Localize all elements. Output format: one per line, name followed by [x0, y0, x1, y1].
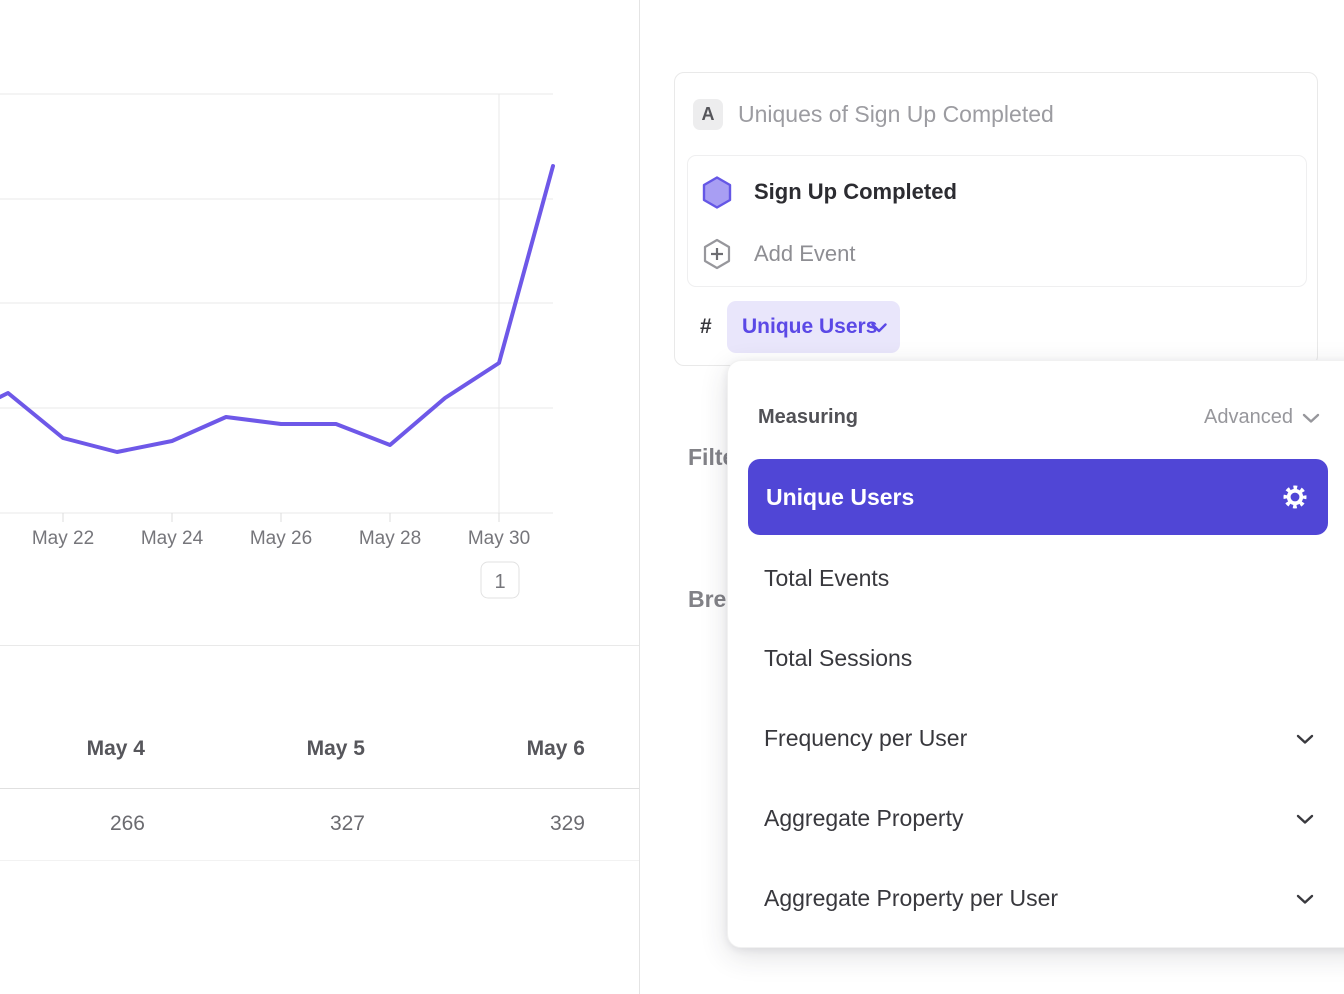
menu-item-label[interactable]: Total Sessions — [764, 645, 913, 671]
table-value-may4: 266 — [109, 812, 145, 835]
pagination-badge-label[interactable]: 1 — [494, 571, 505, 593]
menu-item-aggregate-property[interactable]: Aggregate Property — [728, 778, 1344, 858]
add-event-row[interactable]: Add Event — [688, 228, 1306, 280]
table-value-may6: 329 — [549, 812, 585, 835]
menu-item-label[interactable]: Total Events — [764, 565, 890, 591]
chart-series-line — [0, 164, 555, 454]
x-tick-label: May 24 — [141, 528, 204, 549]
menu-item-frequency-per-user[interactable]: Frequency per User — [728, 698, 1344, 778]
table-row-divider — [0, 860, 639, 861]
measuring-dropdown-menu: Measuring Advanced Unique Users Total Ev… — [727, 360, 1344, 948]
x-tick-label: May 30 — [468, 528, 530, 549]
event-hexagon-icon — [702, 176, 732, 209]
chevron-down-icon[interactable] — [1296, 894, 1314, 905]
menu-item-label[interactable]: Unique Users — [766, 484, 915, 510]
table-header-may5: May 5 — [306, 737, 365, 760]
metric-dropdown-button[interactable]: Unique Users — [727, 301, 900, 353]
query-builder-card: A Uniques of Sign Up Completed Sign Up C… — [674, 72, 1318, 366]
menu-item-unique-users-selected[interactable]: Unique Users — [748, 459, 1328, 535]
menu-item-total-events[interactable]: Total Events — [728, 538, 1344, 618]
event-card: Sign Up Completed Add Event — [687, 155, 1307, 287]
chevron-down-icon[interactable] — [1296, 814, 1314, 825]
line-chart: May 22 May 24 May 26 May 28 May 30 1 — [0, 93, 555, 599]
x-tick-label: May 22 — [32, 528, 94, 549]
table-header-divider — [0, 788, 639, 789]
chart-gridlines — [0, 93, 553, 522]
table-header-row: May 4 May 5 May 6 — [0, 735, 639, 763]
menu-item-label[interactable]: Frequency per User — [764, 725, 968, 751]
pagination-badge[interactable]: 1 — [480, 561, 520, 599]
chevron-down-icon[interactable] — [1296, 734, 1314, 745]
measuring-header: Measuring — [758, 406, 859, 428]
add-event-label[interactable]: Add Event — [754, 241, 856, 266]
chevron-down-icon — [871, 323, 887, 333]
chevron-down-icon[interactable] — [1302, 413, 1320, 424]
series-title: Uniques of Sign Up Completed — [738, 101, 1054, 127]
chart-panel: May 22 May 24 May 26 May 28 May 30 1 May 4 M… — [0, 0, 639, 994]
metric-hash-symbol: # — [700, 315, 712, 338]
series-letter-badge[interactable]: A — [693, 99, 723, 130]
x-tick-label: May 28 — [359, 528, 421, 549]
table-header-may4: May 4 — [86, 737, 145, 760]
event-name[interactable]: Sign Up Completed — [754, 179, 957, 204]
metric-dropdown-label[interactable]: Unique Users — [742, 315, 878, 338]
menu-item-total-sessions[interactable]: Total Sessions — [728, 618, 1344, 698]
add-event-icon — [703, 238, 731, 270]
menu-item-aggregate-property-per-user[interactable]: Aggregate Property per User — [728, 858, 1344, 938]
advanced-mode-toggle[interactable]: Advanced — [1204, 406, 1293, 428]
panel-divider — [639, 0, 640, 994]
divider — [0, 645, 639, 646]
table-header-may6: May 6 — [526, 737, 585, 760]
x-axis-tick-labels: May 22 May 24 May 26 May 28 May 30 — [32, 528, 530, 549]
event-row[interactable]: Sign Up Completed — [688, 166, 1306, 218]
table-row: 266 327 329 — [0, 810, 639, 838]
x-tick-label: May 26 — [250, 528, 312, 549]
table-value-may5: 327 — [329, 812, 365, 835]
menu-item-label[interactable]: Aggregate Property per User — [764, 885, 1059, 911]
menu-item-label[interactable]: Aggregate Property — [764, 805, 964, 831]
gear-icon[interactable] — [1281, 483, 1309, 511]
metric-row: # Unique Users — [675, 301, 1319, 353]
